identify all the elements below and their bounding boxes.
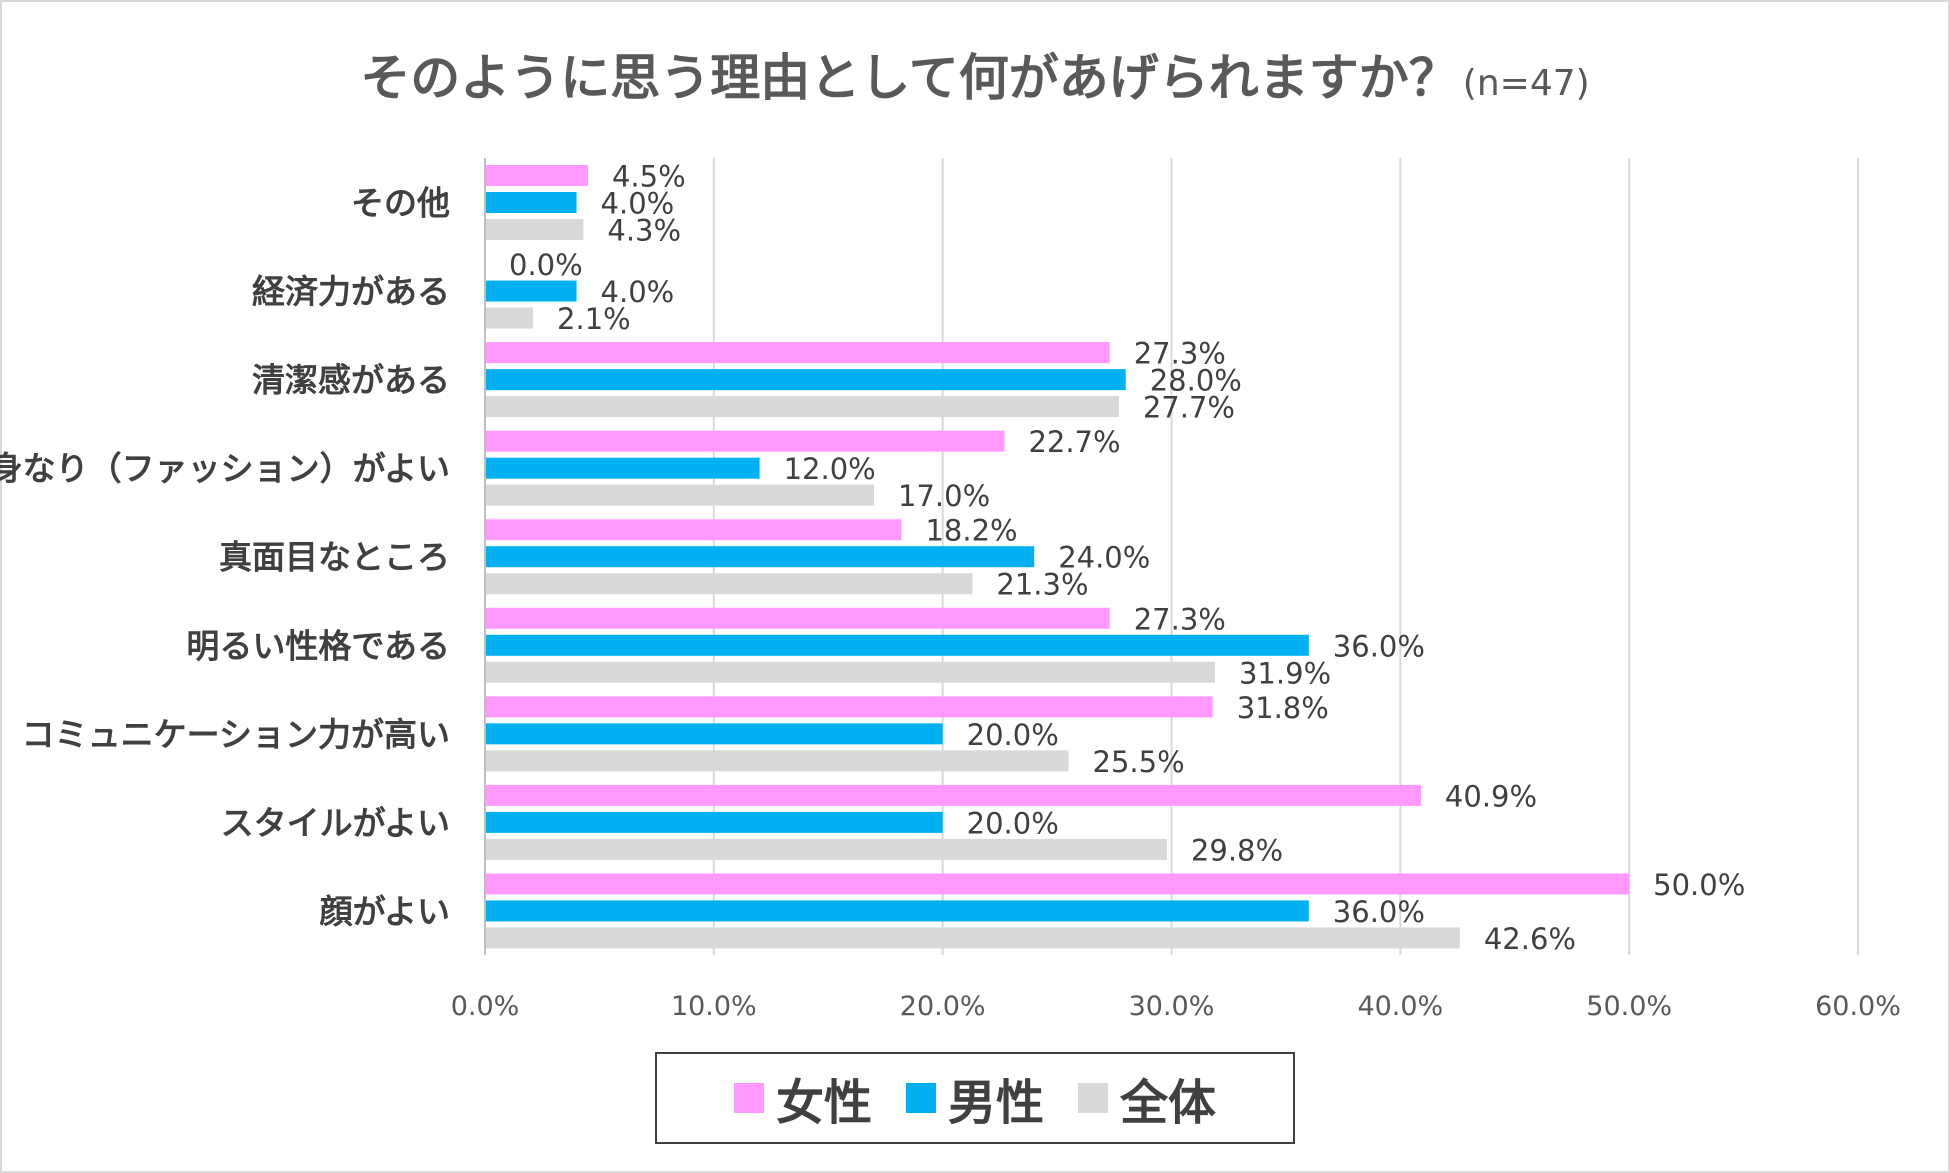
category-label-6: コミュニケーション力が高い xyxy=(22,715,450,754)
bar-female-6 xyxy=(485,696,1213,718)
value-label-total-4: 21.3% xyxy=(996,568,1088,602)
bar-male-0 xyxy=(485,192,577,213)
category-label-7: スタイルがよい xyxy=(221,803,450,842)
value-label-female-4: 18.2% xyxy=(925,514,1017,548)
legend-swatch-female xyxy=(733,1083,764,1113)
value-label-total-2: 27.7% xyxy=(1143,391,1235,425)
bar-male-6 xyxy=(485,723,943,745)
category-label-1: 経済力がある xyxy=(252,272,450,311)
legend-item-male: 男性 xyxy=(905,1063,1044,1133)
value-label-female-8: 50.0% xyxy=(1653,868,1745,902)
legend: 女性 男性 全体 xyxy=(655,1052,1295,1144)
category-label-5: 明るい性格である xyxy=(186,626,450,665)
value-label-male-1: 4.0% xyxy=(601,275,675,309)
x-tick-label-0: 0.0% xyxy=(451,991,520,1022)
legend-item-total: 全体 xyxy=(1078,1063,1216,1133)
value-label-male-6: 20.0% xyxy=(967,718,1059,752)
legend-item-female: 女性 xyxy=(733,1063,872,1133)
bar-male-7 xyxy=(485,811,943,833)
chart-title: そのように思う理由として何があげられますか？ (n=47) xyxy=(0,38,1950,110)
bar-total-3 xyxy=(485,484,875,506)
bar-total-7 xyxy=(485,838,1167,860)
value-label-female-1: 0.0% xyxy=(509,248,583,282)
value-label-male-7: 20.0% xyxy=(967,806,1059,840)
value-label-total-8: 42.6% xyxy=(1484,922,1576,956)
chart-title-main: そのように思う理由として何があげられますか？ xyxy=(360,49,1459,107)
value-label-total-0: 4.3% xyxy=(607,214,681,248)
bar-male-3 xyxy=(485,457,760,479)
value-label-total-6: 25.5% xyxy=(1093,745,1185,779)
bar-female-7 xyxy=(485,784,1421,806)
value-label-male-0: 4.0% xyxy=(601,187,675,221)
x-tick-label-2: 20.0% xyxy=(900,991,986,1022)
bar-total-6 xyxy=(485,750,1069,772)
legend-label-female: 女性 xyxy=(775,1075,872,1131)
value-label-female-3: 22.7% xyxy=(1028,425,1120,459)
category-label-8: 顔がよい xyxy=(320,892,450,931)
value-label-total-7: 29.8% xyxy=(1191,833,1283,867)
value-label-male-8: 36.0% xyxy=(1333,895,1425,929)
value-label-male-2: 28.0% xyxy=(1150,364,1242,398)
bar-total-8 xyxy=(485,927,1460,949)
x-tick-label-1: 10.0% xyxy=(671,991,757,1022)
value-label-male-4: 24.0% xyxy=(1058,541,1150,575)
category-label-0: その他 xyxy=(351,184,450,223)
bar-male-2 xyxy=(485,369,1126,391)
legend-swatch-male xyxy=(905,1083,936,1113)
value-label-total-3: 17.0% xyxy=(898,479,990,513)
bar-total-0 xyxy=(485,219,584,240)
x-tick-label-5: 50.0% xyxy=(1586,991,1672,1022)
bar-total-4 xyxy=(485,573,973,595)
x-tick-label-4: 40.0% xyxy=(1357,991,1443,1022)
bar-total-2 xyxy=(485,396,1119,418)
value-label-female-6: 31.8% xyxy=(1237,691,1329,725)
category-label-4: 真面目なところ xyxy=(219,538,450,577)
category-label-3: 身なり（ファッション）がよい xyxy=(0,449,450,488)
value-label-male-3: 12.0% xyxy=(784,452,876,486)
legend-label-male: 男性 xyxy=(947,1075,1044,1131)
value-label-male-5: 36.0% xyxy=(1333,629,1425,663)
bar-female-8 xyxy=(485,873,1630,895)
value-label-female-0: 4.5% xyxy=(612,160,686,194)
bar-total-5 xyxy=(485,661,1215,683)
bar-female-0 xyxy=(485,165,588,186)
value-label-total-1: 2.1% xyxy=(557,302,631,336)
chart-subtitle: (n=47) xyxy=(1462,63,1590,104)
bar-total-1 xyxy=(485,307,534,329)
bar-female-2 xyxy=(485,342,1110,364)
value-label-female-5: 27.3% xyxy=(1134,602,1226,636)
bar-male-4 xyxy=(485,546,1035,568)
value-label-female-7: 40.9% xyxy=(1445,779,1537,813)
legend-swatch-total xyxy=(1078,1083,1108,1113)
category-label-2: 清潔感がある xyxy=(252,361,450,400)
bar-male-5 xyxy=(485,634,1309,656)
bar-male-1 xyxy=(485,280,577,302)
value-label-female-2: 27.3% xyxy=(1134,337,1226,371)
bar-female-3 xyxy=(485,430,1005,452)
bar-female-5 xyxy=(485,607,1110,629)
value-label-total-5: 31.9% xyxy=(1239,656,1331,690)
x-tick-label-3: 30.0% xyxy=(1129,991,1215,1022)
bar-female-4 xyxy=(485,519,902,541)
legend-label-total: 全体 xyxy=(1120,1075,1217,1131)
bar-male-8 xyxy=(485,900,1309,922)
x-tick-label-6: 60.0% xyxy=(1815,991,1901,1022)
